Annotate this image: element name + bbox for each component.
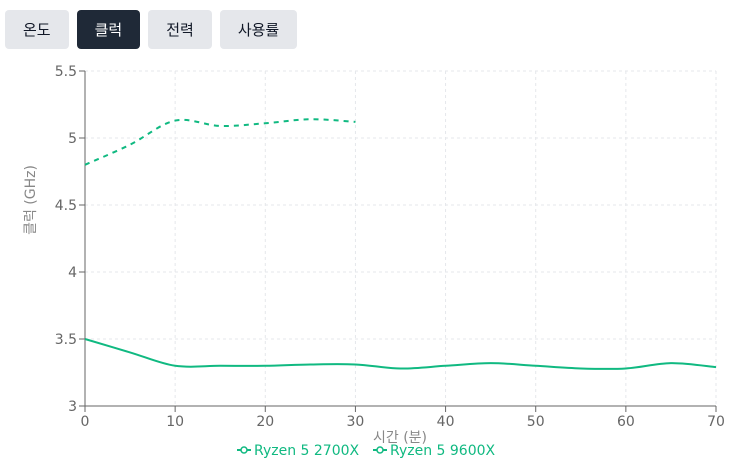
legend-marker-icon (240, 446, 248, 454)
series-line-1 (84, 118, 356, 166)
x-tick-label: 60 (617, 414, 635, 430)
y-tick-label: 3 (68, 399, 77, 415)
y-tick-label: 5 (68, 131, 77, 147)
metric-tabs: 온도 클럭 전력 사용률 (5, 10, 298, 49)
y-tick-label: 5.5 (55, 64, 77, 80)
x-tick-label: 30 (347, 414, 365, 430)
grid (85, 70, 717, 406)
tab-clock[interactable]: 클럭 (76, 10, 141, 49)
legend-marker-icon (376, 446, 384, 454)
tab-temperature[interactable]: 온도 (5, 10, 69, 49)
x-tick-label: 20 (256, 414, 274, 430)
legend: Ryzen 5 2700X Ryzen 5 9600X (237, 443, 496, 459)
tab-usage[interactable]: 사용률 (219, 10, 298, 49)
series-line-0 (84, 338, 717, 370)
x-tick-label: 40 (437, 414, 455, 430)
y-axis-title: 클럭 (GHz) (23, 165, 39, 235)
legend-label: Ryzen 5 2700X (254, 443, 360, 459)
x-tick-label: 0 (81, 414, 90, 430)
x-axis-title: 시간 (분) (373, 430, 427, 446)
y-tick-label: 4 (68, 265, 77, 281)
y-tick-label: 4.5 (55, 198, 77, 214)
tab-power[interactable]: 전력 (148, 10, 212, 49)
series-lines (84, 118, 717, 370)
x-tick-label: 10 (166, 414, 184, 430)
legend-label: Ryzen 5 9600X (390, 443, 496, 459)
x-tick-label: 50 (527, 414, 545, 430)
x-tick-label: 70 (707, 414, 725, 430)
y-tick-label: 3.5 (55, 332, 77, 348)
axes: 0 10 20 30 40 50 60 70 3 3.5 4 4.5 5 5.5 (55, 64, 725, 430)
